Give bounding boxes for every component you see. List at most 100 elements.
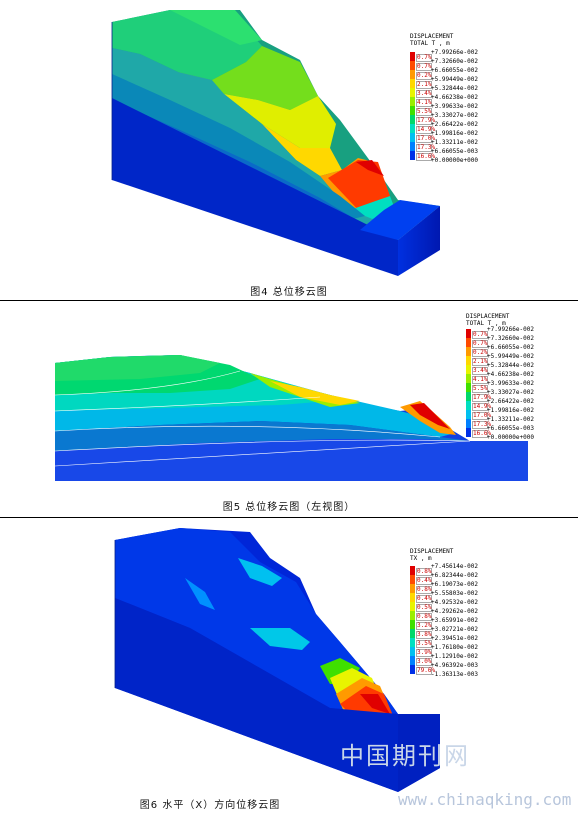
legend-value: +7.45614e-002	[431, 563, 478, 570]
legend-value: +4.66238e-002	[487, 371, 534, 378]
legend-percent: 17.9%	[472, 394, 492, 402]
figure-4-model-render	[111, 10, 440, 276]
figure-6-legend: DISPLACEMENT TX , m 0.8% +7.45614e-002 0.4…	[410, 548, 478, 681]
legend-percent: 5.5%	[472, 385, 488, 393]
legend-percent: 3.0%	[416, 658, 432, 666]
legend-swatch	[466, 356, 471, 365]
legend-value: +7.32660e-002	[487, 335, 534, 342]
legend-row: 17.9% +3.33027e-002	[466, 389, 534, 402]
legend-row: 0.4% +6.82344e-002	[410, 572, 478, 585]
legend-percent: 0.8%	[416, 568, 432, 576]
legend-value: +0.00000e+000	[487, 434, 534, 441]
legend-value: +3.99633e-002	[431, 103, 478, 110]
legend-swatch	[410, 629, 415, 638]
legend-row: 17.0% +1.99816e-002	[410, 130, 478, 143]
legend-swatch	[410, 611, 415, 620]
legend-value: -1.36313e-003	[431, 671, 478, 678]
legend-percent: 3.5%	[416, 640, 432, 648]
legend-row: 3.2% +3.65991e-002	[410, 617, 478, 630]
legend-swatch	[466, 374, 471, 383]
legend-value: +4.92532e-002	[431, 599, 478, 606]
figure-4-legend: DISPLACEMENT TOTAL T , m 0.7% +7.99266e-0…	[410, 33, 478, 167]
legend-swatch	[466, 428, 471, 437]
legend-row: 16.6% +6.66055e-003	[410, 148, 478, 161]
legend-percent: 2.1%	[472, 358, 488, 366]
legend-swatch	[410, 151, 415, 160]
divider-2	[0, 517, 578, 518]
legend-value: +1.76180e-002	[431, 644, 478, 651]
figure-5-model-render	[54, 309, 530, 481]
legend-swatch	[466, 392, 471, 401]
legend-percent: 17.0%	[472, 412, 492, 420]
legend-subtitle: TOTAL T , m	[466, 320, 506, 327]
legend-swatch	[466, 419, 471, 428]
legend-value: +5.32844e-002	[487, 362, 534, 369]
legend-value: +5.32844e-002	[431, 85, 478, 92]
legend-value: +1.33211e-002	[431, 139, 478, 146]
legend-value: +1.99816e-002	[431, 130, 478, 137]
legend-percent: 0.7%	[472, 331, 488, 339]
legend-percent: 3.2%	[416, 622, 432, 630]
legend-row: 3.4% +5.32844e-002	[466, 362, 534, 375]
legend-swatch	[410, 115, 415, 124]
legend-percent: 0.8%	[416, 613, 432, 621]
legend-row: 5.5% +3.99633e-002	[466, 380, 534, 393]
figure-6-model-render	[114, 528, 440, 792]
figure-6-panel: DISPLACEMENT TX , m 0.8% +7.45614e-002 0.4…	[0, 518, 578, 813]
legend-swatch	[410, 584, 415, 593]
legend-value: +4.66238e-002	[431, 94, 478, 101]
legend-rows: 0.7% +7.99266e-002 0.7% +7.32660e-002 0.2% +6…	[466, 326, 534, 444]
legend-row: 3.0% +1.12910e-002	[410, 653, 478, 666]
legend-percent: 3.8%	[416, 631, 432, 639]
legend-swatch	[410, 133, 415, 142]
legend-value: +6.82344e-002	[431, 572, 478, 579]
legend-swatch	[466, 401, 471, 410]
legend-row: 3.4% +5.32844e-002	[410, 85, 478, 98]
legend-swatch	[466, 365, 471, 374]
legend-row: 0.5% +4.92532e-002	[410, 599, 478, 612]
legend-row: 0.8% +7.45614e-002	[410, 563, 478, 576]
legend-percent: 0.2%	[472, 349, 488, 357]
legend-percent: 5.5%	[416, 108, 432, 116]
figure-5-panel: DISPLACEMENT TOTAL T , m 0.7% +7.99266e-0…	[0, 301, 578, 516]
legend-percent: 0.4%	[416, 595, 432, 603]
legend-value: +7.32660e-002	[431, 58, 478, 65]
legend-swatch	[410, 638, 415, 647]
figure-4-panel: DISPLACEMENT TOTAL T , m 0.7% +7.99266e-0…	[0, 0, 578, 300]
legend-subtitle: TX , m	[410, 555, 432, 562]
legend-subtitle: TOTAL T , m	[410, 40, 450, 47]
legend-value: +3.33027e-002	[431, 112, 478, 119]
legend-row: 0.4% +5.55803e-002	[410, 590, 478, 603]
legend-swatch	[410, 620, 415, 629]
legend-swatch	[410, 106, 415, 115]
legend-rows: 0.7% +7.99266e-002 0.7% +7.32660e-002 0.2% +6…	[410, 49, 478, 167]
legend-row: 17.0% +1.99816e-002	[466, 407, 534, 420]
legend-percent: 14.9%	[416, 126, 436, 134]
legend-row: 17.3% +1.33211e-002	[466, 416, 534, 429]
legend-percent: 0.4%	[416, 577, 432, 585]
legend-value: +7.99266e-002	[487, 326, 534, 333]
legend-swatch	[466, 338, 471, 347]
legend-percent: 16.6%	[416, 153, 436, 161]
legend-percent: 0.8%	[416, 586, 432, 594]
legend-value: +5.99449e-002	[431, 76, 478, 83]
legend-row: 3.9% +1.76180e-002	[410, 644, 478, 657]
legend-title: DISPLACEMENT	[466, 313, 510, 320]
legend-value: +6.19073e-002	[431, 581, 478, 588]
legend-swatch	[410, 142, 415, 151]
legend-title: DISPLACEMENT	[410, 548, 454, 555]
legend-row: 5.5% +3.99633e-002	[410, 103, 478, 116]
legend-row: 17.9% +3.33027e-002	[410, 112, 478, 125]
legend-percent: 17.3%	[416, 144, 436, 152]
legend-row: 2.1% +5.99449e-002	[410, 76, 478, 89]
legend-swatch	[410, 97, 415, 106]
figure-5-legend: DISPLACEMENT TOTAL T , m 0.7% +7.99266e-0…	[466, 313, 534, 444]
legend-title: DISPLACEMENT	[410, 33, 454, 40]
legend-percent: 17.3%	[472, 421, 492, 429]
legend-swatch	[410, 124, 415, 133]
legend-row: 3.5% +2.39451e-002	[410, 635, 478, 648]
legend-row: 14.9% +2.66422e-002	[410, 121, 478, 134]
legend-value: +7.99266e-002	[431, 49, 478, 56]
legend-percent: 0.7%	[416, 54, 432, 62]
legend-swatch	[410, 88, 415, 97]
